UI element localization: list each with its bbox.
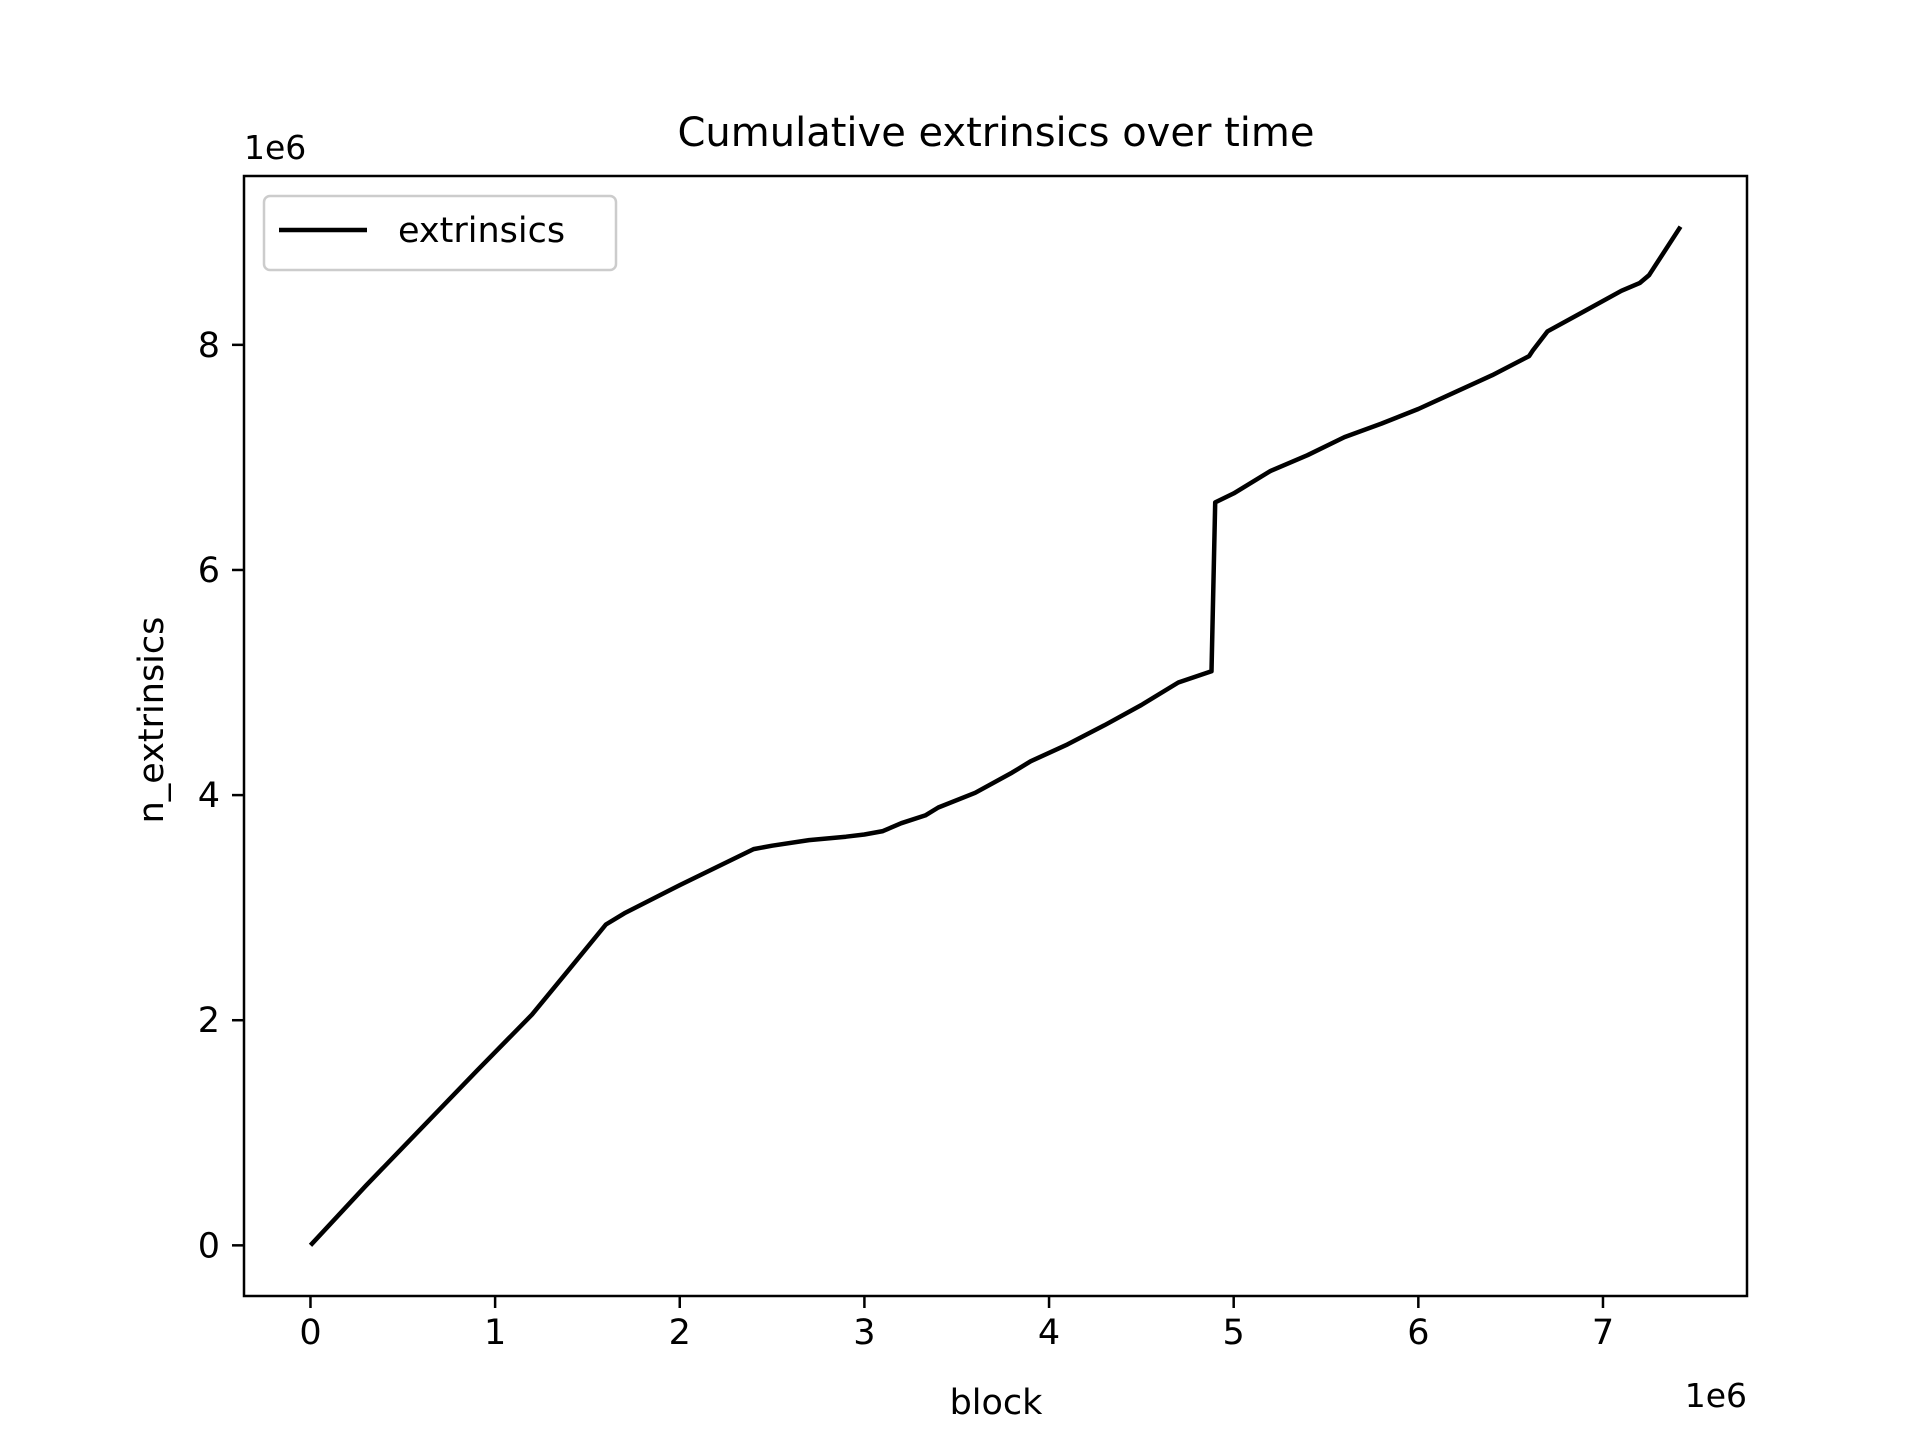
y-tick-label: 0 [198, 1226, 220, 1266]
y-tick-label: 8 [198, 326, 220, 366]
x-tick-label: 6 [1407, 1313, 1429, 1353]
x-tick-label: 0 [299, 1313, 321, 1353]
y-tick-label: 4 [198, 776, 220, 816]
series-line-extrinsics [308, 225, 1683, 1247]
x-axis-label: block [950, 1383, 1044, 1423]
legend: extrinsics [262, 194, 618, 272]
x-tick-label: 5 [1223, 1313, 1245, 1353]
x-tick-label: 4 [1038, 1313, 1060, 1353]
series-layer [308, 225, 1683, 1247]
x-axis-ticks: 0 1 2 3 4 5 6 7 [299, 1296, 1614, 1353]
x-offset-label: 1e6 [1685, 1376, 1747, 1415]
plot-frame [242, 174, 1749, 1298]
chart-title: Cumulative extrinsics over time [678, 110, 1315, 156]
x-tick-label: 3 [853, 1313, 875, 1353]
y-tick-label: 2 [198, 1001, 220, 1041]
x-tick-label: 1 [484, 1313, 506, 1353]
x-tick-label: 2 [669, 1313, 691, 1353]
legend-box [262, 194, 618, 272]
y-offset-label: 1e6 [244, 128, 306, 167]
y-tick-label: 6 [198, 551, 220, 591]
y-axis-label: n_extrinsics [132, 617, 172, 824]
legend-entry-extrinsics: extrinsics [398, 211, 565, 251]
y-axis-ticks: 0 2 4 6 8 [198, 326, 244, 1266]
x-tick-label: 7 [1592, 1313, 1614, 1353]
